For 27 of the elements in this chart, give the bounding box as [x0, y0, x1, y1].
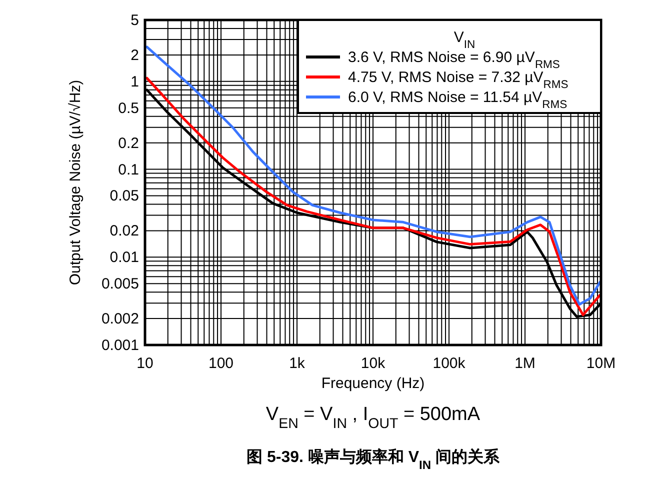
x-tick-label: 10k: [360, 355, 386, 372]
x-tick-label: 100k: [432, 355, 466, 372]
caption: 图 5-39. 噪声与频率和 V$_{IN}$ 间的关系: [246, 447, 500, 472]
x-tick-label: 1M: [514, 355, 536, 372]
y-tick-label: 0.2: [118, 134, 139, 152]
x-tick-label: 10M: [586, 355, 616, 372]
y-tick-label: 0.005: [101, 276, 139, 293]
x-axis-title: Frequency (Hz): [321, 375, 425, 392]
legend-title: V$_{IN}$: [454, 29, 476, 51]
x-tick-label: 100: [208, 355, 234, 372]
legend-label: 4.75 V, RMS Noise = 7.32 µV$_{RMS}$: [348, 69, 568, 91]
y-axis-title: Output Voltage Noise (µV/√Hz): [67, 80, 84, 286]
y-tick-label: 0.001: [101, 337, 139, 354]
y-tick-label: 1: [130, 73, 139, 90]
y-tick-label: 0.5: [118, 100, 139, 117]
y-tick-label: 0.002: [101, 310, 139, 328]
y-tick-label: 0.05: [110, 188, 139, 205]
x-tick-label: 10: [136, 355, 154, 372]
y-tick-label: 5: [130, 12, 139, 29]
legend-label: 6.0 V, RMS Noise = 11.54 µV$_{RMS}$: [348, 89, 568, 111]
y-tick-label: 0.01: [110, 249, 139, 266]
y-tick-label: 0.02: [110, 222, 139, 240]
text: V$_{EN}$ = V$_{IN}$ , I$_{OUT}$ = 500mA: [266, 404, 480, 432]
legend-label: 3.6 V, RMS Noise = 6.90 µV$_{RMS}$: [348, 49, 560, 71]
y-tick-label: 0.1: [118, 161, 139, 178]
x-tick-label: 1k: [289, 355, 306, 372]
y-tick-label: 2: [130, 46, 139, 64]
